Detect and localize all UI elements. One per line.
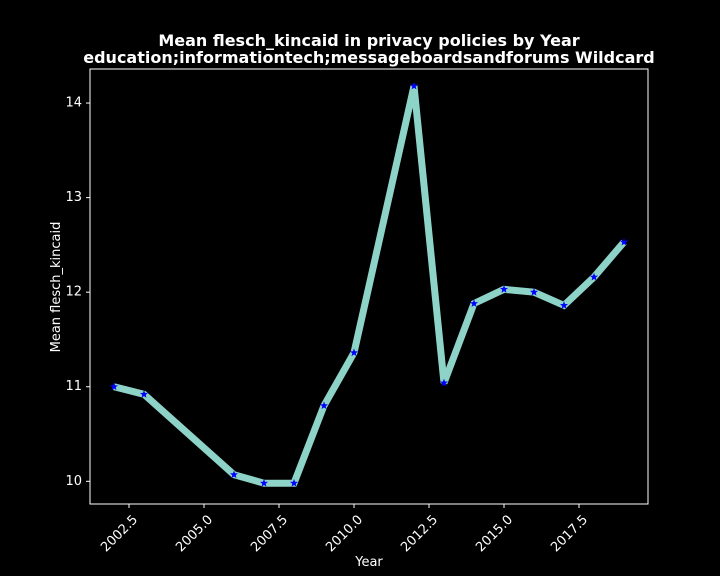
data-point-marker xyxy=(410,81,418,90)
data-point-marker xyxy=(620,237,628,246)
x-tick-label: 2010.0 xyxy=(323,512,366,555)
data-point-marker xyxy=(350,348,358,357)
y-tick-label: 14 xyxy=(65,96,82,111)
series-line xyxy=(113,85,627,487)
y-tick-label: 12 xyxy=(65,285,82,300)
y-axis-label: Mean flesch_kincaid xyxy=(49,222,64,353)
chart-title: Mean flesch_kincaid in privacy policies … xyxy=(158,31,579,50)
x-tick-label: 2005.0 xyxy=(173,512,216,555)
data-point-marker xyxy=(590,272,598,281)
x-axis: 2002.5 2005.0 2007.5 2010.0 2012.5 2015.0 2017… xyxy=(98,504,591,555)
x-tick-label: 2015.0 xyxy=(473,512,516,555)
data-point-marker xyxy=(470,299,478,307)
y-tick-label: 13 xyxy=(65,190,82,205)
series-layer xyxy=(113,85,627,487)
data-point-marker xyxy=(320,401,328,410)
data-point-marker xyxy=(290,479,298,487)
data-point-marker xyxy=(260,479,268,487)
data-point-marker xyxy=(110,382,118,391)
y-axis: 10 11 12 13 14 xyxy=(65,96,90,489)
marker-layer xyxy=(110,81,628,487)
data-point-marker xyxy=(140,390,148,398)
data-point-marker xyxy=(500,285,508,293)
x-tick-label: 2007.5 xyxy=(248,512,291,555)
plot-frame xyxy=(89,68,649,505)
data-point-marker xyxy=(230,470,238,479)
x-tick-label: 2017.5 xyxy=(548,512,591,555)
data-point-marker xyxy=(440,378,448,387)
x-tick-label: 2002.5 xyxy=(98,512,141,555)
x-axis-label: Year xyxy=(354,555,383,570)
y-tick-label: 10 xyxy=(65,474,82,489)
data-point-marker xyxy=(560,301,568,309)
chart-subtitle: education;informationtech;messageboardsa… xyxy=(83,48,654,67)
y-tick-label: 11 xyxy=(65,379,82,394)
x-tick-label: 2012.5 xyxy=(398,512,441,555)
data-point-marker xyxy=(530,287,538,296)
